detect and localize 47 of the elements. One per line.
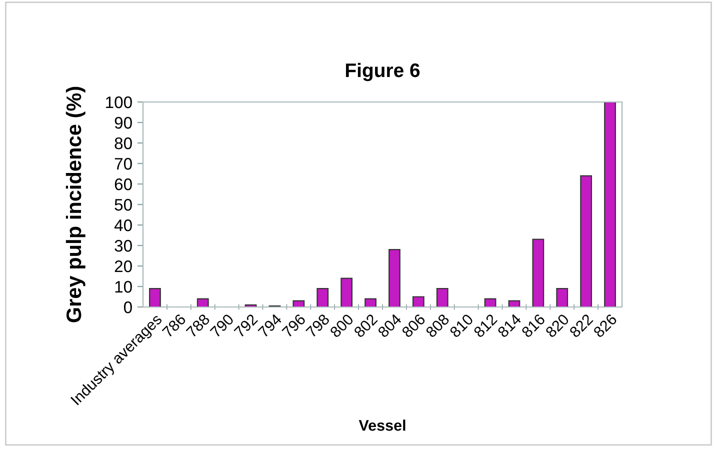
x-tick-label: 808 bbox=[425, 313, 450, 338]
x-tick-label: 810 bbox=[449, 313, 474, 338]
x-tick-label: 812 bbox=[473, 313, 498, 338]
y-tick-label: 100 bbox=[106, 96, 132, 108]
bar bbox=[316, 288, 329, 307]
x-tick-label: 802 bbox=[353, 313, 378, 338]
x-tick-label: 790 bbox=[210, 313, 234, 338]
y-tick-label: 40 bbox=[114, 219, 132, 232]
bar bbox=[412, 296, 424, 307]
bar bbox=[340, 278, 353, 307]
x-tick-label: 816 bbox=[520, 313, 546, 338]
bar bbox=[364, 298, 376, 307]
y-axis-title: Grey pulp incidence (%) bbox=[66, 86, 86, 322]
y-tick-label: 60 bbox=[114, 178, 132, 190]
y-tick-label: 50 bbox=[114, 198, 132, 211]
x-tick-label: 806 bbox=[401, 313, 426, 338]
x-tick-label: 826 bbox=[592, 313, 618, 338]
x-tick-label: 796 bbox=[281, 313, 306, 338]
x-tick-label: 794 bbox=[258, 313, 282, 338]
x-tick-label: 822 bbox=[568, 313, 594, 338]
y-tick-label: 10 bbox=[115, 280, 132, 293]
bar bbox=[580, 175, 592, 307]
y-tick-label: 80 bbox=[114, 137, 132, 150]
bar bbox=[604, 102, 616, 307]
x-tick-label: 804 bbox=[377, 313, 402, 338]
x-tick-label: 792 bbox=[234, 313, 258, 338]
bar bbox=[388, 249, 400, 307]
bar bbox=[149, 288, 161, 307]
bar bbox=[292, 300, 305, 307]
bar bbox=[556, 288, 568, 307]
x-tick-label: 820 bbox=[544, 313, 570, 338]
chart-title: Figure 6 bbox=[346, 62, 420, 82]
bar bbox=[196, 298, 209, 307]
x-tick-label: 788 bbox=[186, 313, 210, 338]
y-tick-label: 30 bbox=[114, 240, 132, 252]
y-tick-label: 90 bbox=[114, 116, 132, 129]
x-tick-label: 798 bbox=[305, 313, 330, 338]
y-tick-label: 70 bbox=[114, 158, 132, 170]
bar bbox=[436, 288, 448, 307]
x-tick-label: 786 bbox=[162, 313, 186, 338]
x-axis-title: Vessel bbox=[358, 420, 406, 431]
x-tick-label: 800 bbox=[329, 313, 354, 338]
bar bbox=[484, 298, 496, 307]
y-tick-label: 0 bbox=[124, 301, 132, 314]
y-tick-label: 20 bbox=[114, 260, 132, 272]
bar bbox=[532, 238, 544, 307]
x-tick-label: 814 bbox=[496, 313, 522, 338]
